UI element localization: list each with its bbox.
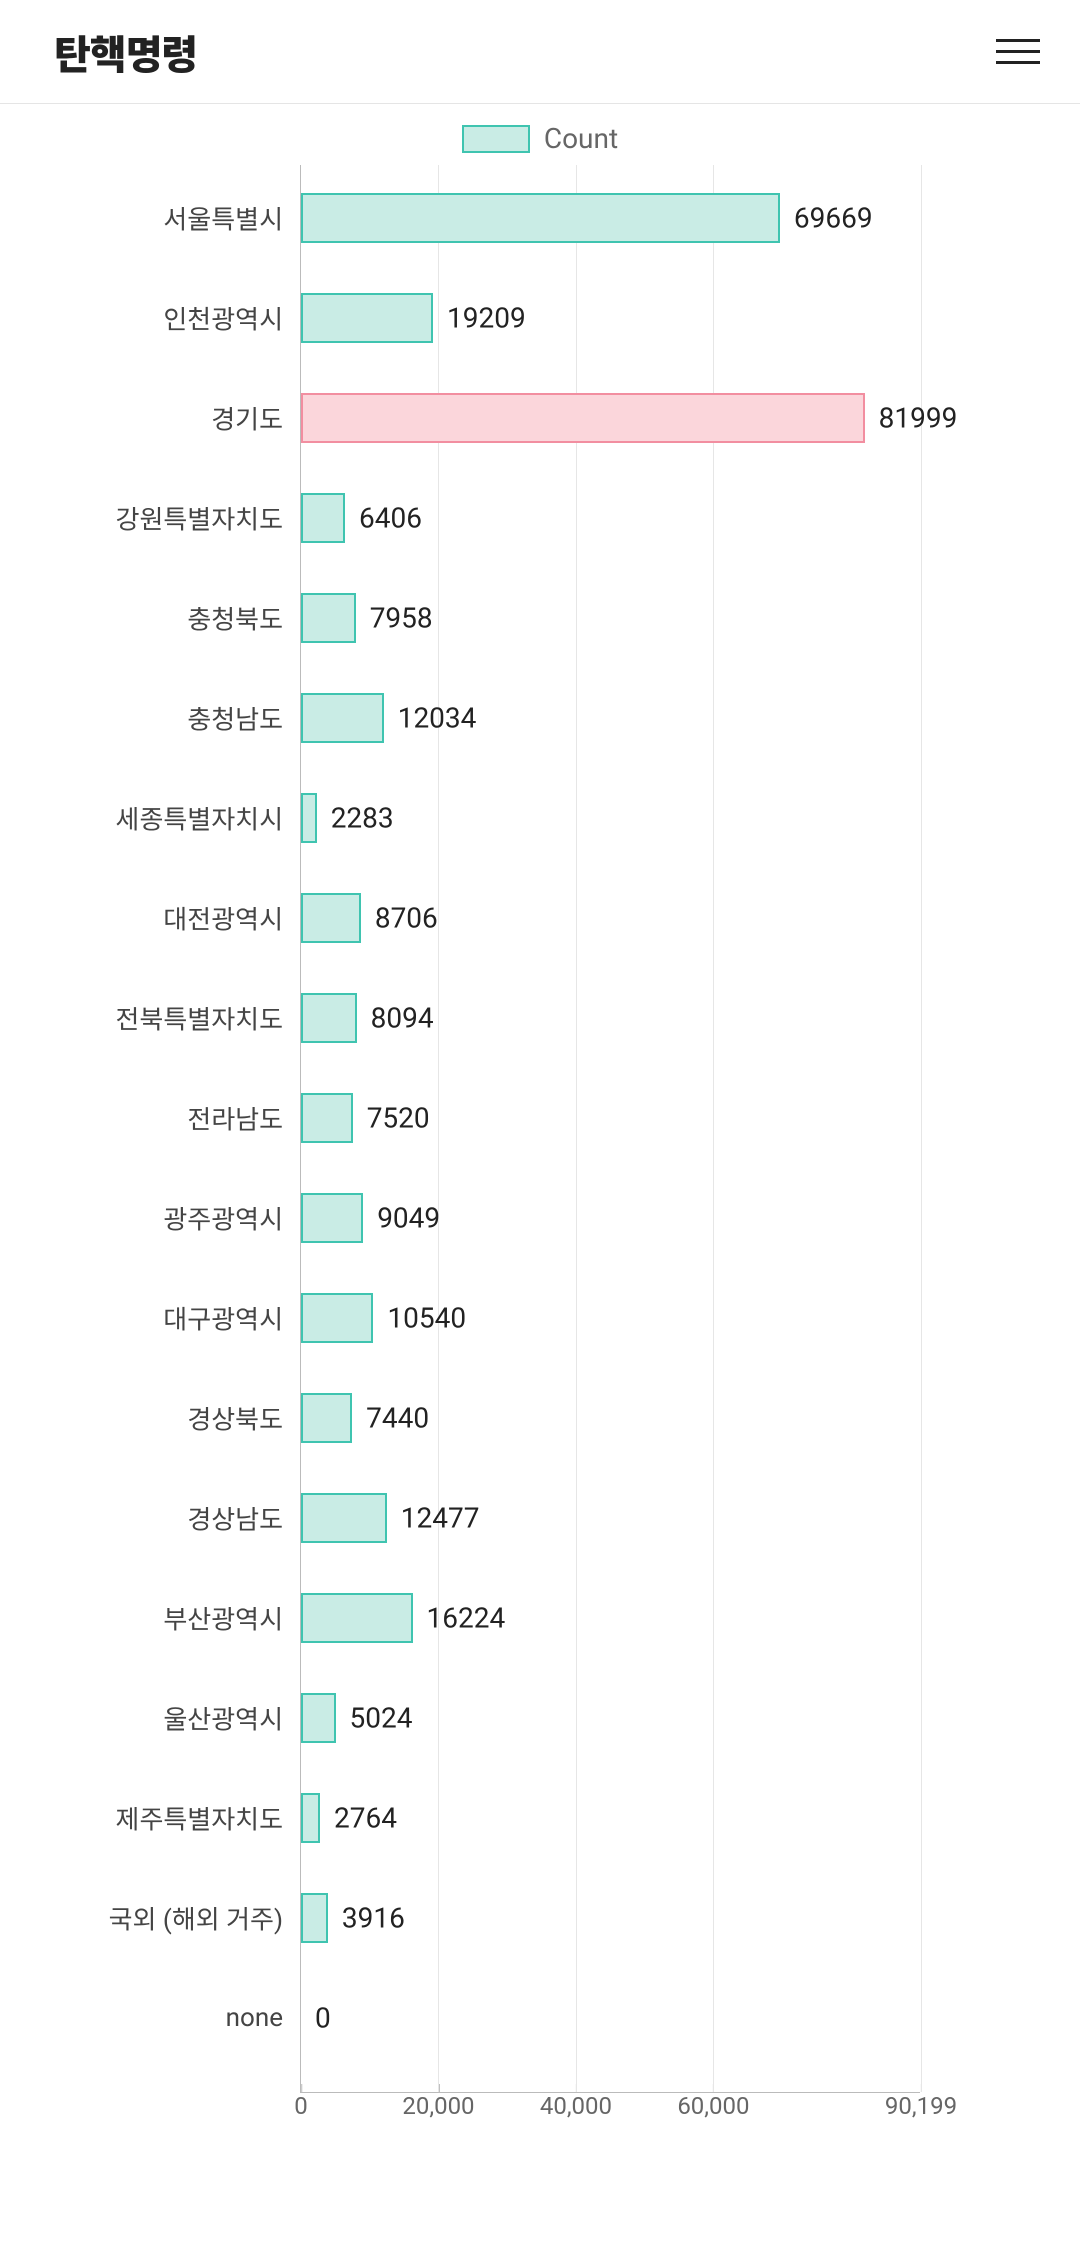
category-label: 대전광역시 [41, 900, 301, 937]
bar-row: 대전광역시8706 [301, 893, 921, 943]
category-label: 강원특별자치도 [41, 500, 301, 537]
category-label: 경상남도 [41, 1500, 301, 1537]
category-label: 전북특별자치도 [41, 1000, 301, 1037]
value-label: 2764 [334, 1802, 397, 1835]
category-label: 인천광역시 [41, 300, 301, 337]
bar-row: 세종특별자치시2283 [301, 793, 921, 843]
chart-container: 020,00040,00060,00090,199서울특별시69669인천광역시… [0, 165, 1080, 2153]
value-label: 9049 [377, 1202, 440, 1235]
legend-swatch [462, 125, 530, 153]
bar-row: 전라남도7520 [301, 1093, 921, 1143]
category-label: 경상북도 [41, 1400, 301, 1437]
category-label: 국외 (해외 거주) [41, 1900, 301, 1937]
bar[interactable] [301, 1493, 387, 1543]
value-label: 7520 [367, 1102, 430, 1135]
category-label: 서울특별시 [41, 200, 301, 237]
value-label: 16224 [427, 1602, 506, 1635]
bar[interactable] [301, 1593, 413, 1643]
value-label: 6406 [359, 502, 422, 535]
bar-row: 서울특별시69669 [301, 193, 921, 243]
bar[interactable] [301, 1693, 336, 1743]
category-label: 대구광역시 [41, 1300, 301, 1337]
x-tick-label: 90,199 [885, 2092, 957, 2120]
category-label: 광주광역시 [41, 1200, 301, 1237]
bar[interactable] [301, 1093, 353, 1143]
bar[interactable] [301, 993, 357, 1043]
bar-row: 부산광역시16224 [301, 1593, 921, 1643]
menu-icon[interactable] [996, 30, 1040, 74]
bar[interactable] [301, 493, 345, 543]
bar-row: 경기도81999 [301, 393, 921, 443]
bar-row: 충청남도12034 [301, 693, 921, 743]
bar[interactable] [301, 193, 780, 243]
value-label: 81999 [879, 402, 958, 435]
bar-row: 제주특별자치도2764 [301, 1793, 921, 1843]
category-label: 충청남도 [41, 700, 301, 737]
category-label: 제주특별자치도 [41, 1800, 301, 1837]
bar-row: 충청북도7958 [301, 593, 921, 643]
category-label: none [41, 2003, 301, 2033]
value-label: 0 [315, 2002, 331, 2035]
bar-row: 경상북도7440 [301, 1393, 921, 1443]
value-label: 7958 [370, 602, 433, 635]
value-label: 2283 [331, 802, 394, 835]
bar[interactable] [301, 1393, 352, 1443]
bar-row: 대구광역시10540 [301, 1293, 921, 1343]
value-label: 19209 [447, 302, 526, 335]
header: 탄핵명령 [0, 0, 1080, 104]
bar[interactable] [301, 1193, 363, 1243]
bar-row: 광주광역시9049 [301, 1193, 921, 1243]
bar[interactable] [301, 693, 384, 743]
bar[interactable] [301, 893, 361, 943]
x-tick-label: 40,000 [540, 2092, 612, 2120]
bar-row: 전북특별자치도8094 [301, 993, 921, 1043]
value-label: 7440 [366, 1402, 429, 1435]
plot-area: 020,00040,00060,00090,199서울특별시69669인천광역시… [300, 165, 920, 2093]
category-label: 충청북도 [41, 600, 301, 637]
bar[interactable] [301, 393, 865, 443]
value-label: 8706 [375, 902, 438, 935]
bar-row: none0 [301, 1993, 921, 2043]
page: 탄핵명령 Count 020,00040,00060,00090,199서울특별… [0, 0, 1080, 2260]
value-label: 3916 [342, 1902, 405, 1935]
x-tick-label: 60,000 [677, 2092, 749, 2120]
x-tick-label: 20,000 [402, 2092, 474, 2120]
value-label: 10540 [387, 1302, 466, 1335]
bar-row: 인천광역시19209 [301, 293, 921, 343]
category-label: 전라남도 [41, 1100, 301, 1137]
bar-chart: 020,00040,00060,00090,199서울특별시69669인천광역시… [40, 165, 1020, 2153]
value-label: 8094 [371, 1002, 434, 1035]
page-title: 탄핵명령 [54, 23, 197, 81]
bar-row: 경상남도12477 [301, 1493, 921, 1543]
category-label: 부산광역시 [41, 1600, 301, 1637]
x-tick-label: 0 [294, 2092, 308, 2120]
category-label: 울산광역시 [41, 1700, 301, 1737]
legend-label: Count [544, 122, 618, 155]
category-label: 경기도 [41, 400, 301, 437]
bar[interactable] [301, 1793, 320, 1843]
value-label: 12477 [401, 1502, 480, 1535]
value-label: 69669 [794, 202, 873, 235]
grid-line [921, 165, 922, 2092]
chart-legend: Count [0, 122, 1080, 155]
bar[interactable] [301, 593, 356, 643]
bar[interactable] [301, 1893, 328, 1943]
bar[interactable] [301, 293, 433, 343]
value-label: 5024 [350, 1702, 413, 1735]
bar-row: 강원특별자치도6406 [301, 493, 921, 543]
bar[interactable] [301, 793, 317, 843]
x-axis: 020,00040,00060,00090,199 [301, 2092, 920, 2136]
category-label: 세종특별자치시 [41, 800, 301, 837]
bar-row: 울산광역시5024 [301, 1693, 921, 1743]
bar[interactable] [301, 1293, 373, 1343]
value-label: 12034 [398, 702, 477, 735]
bar-row: 국외 (해외 거주)3916 [301, 1893, 921, 1943]
